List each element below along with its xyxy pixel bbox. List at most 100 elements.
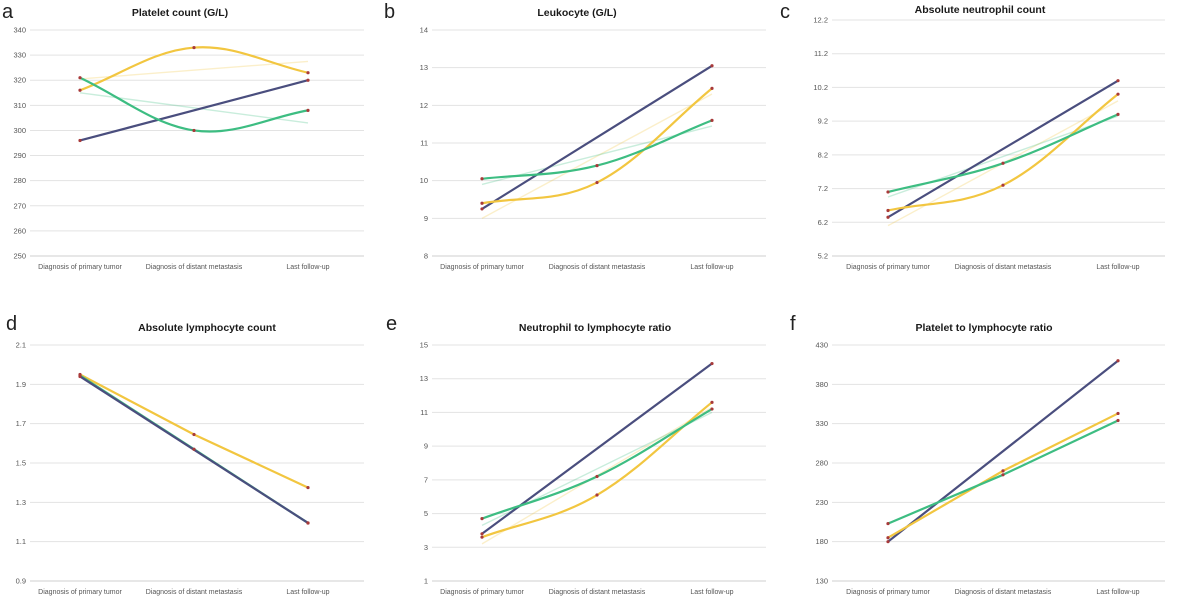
y-tick-label: 330 [13,51,26,60]
data-point-navy [306,78,310,82]
data-point-yellow [710,400,714,404]
chart-panel-c: c Absolute neutrophil count 5.2 6.2 7.2 8.2 9.… [780,1,1165,271]
y-tick-label: 14 [420,26,428,35]
y-tick-label: 8 [424,252,428,261]
series-line-green [480,407,714,520]
y-tick-label: 7 [424,475,428,484]
y-tick-label: 430 [815,341,828,350]
x-tick-label: Diagnosis of primary tumor [38,264,122,271]
x-tick-label: Diagnosis of distant metastasis [146,264,243,271]
series-line-navy [886,79,1120,219]
y-tick-label: 380 [815,380,828,389]
y-tick-label: 230 [815,498,828,507]
x-tick-label: Last follow-up [286,264,329,271]
y-tick-label: 250 [13,252,26,261]
x-tick-label: Diagnosis of distant metastasis [549,264,646,271]
chart-panel-e: e Neutrophil to lymphocyte ratio135791113… [386,313,766,596]
data-point-yellow [1001,469,1005,473]
y-tick-label: 280 [815,459,828,468]
x-tick-label: Diagnosis of distant metastasis [955,264,1052,271]
chart-title: Neutrophil to lymphocyte ratio [519,322,671,334]
data-point-yellow [480,535,484,539]
data-point-green [710,407,714,411]
x-tick-label: Diagnosis of distant metastasis [549,589,646,596]
data-point-yellow [78,88,82,92]
data-point-yellow [306,71,310,75]
chart-title: Leukocyte (G/L) [537,7,616,19]
series-line-green [78,76,310,133]
data-point-yellow [595,180,599,185]
y-tick-label: 1 [424,577,428,586]
data-point-yellow [1116,411,1120,416]
chart-title: Absolute lymphocyte count [138,322,276,334]
y-tick-label: 15 [420,341,428,350]
chart-title: Platelet to lymphocyte ratio [915,322,1052,334]
y-tick-label: 6.2 [818,218,828,227]
chart-title: Absolute neutrophil count [915,4,1046,16]
data-point-green [886,190,890,194]
y-tick-label: 280 [13,176,26,185]
series-line-navy [78,79,310,142]
panel-letter: e [386,313,397,335]
data-point-green [1001,473,1005,477]
data-point-green [710,118,714,122]
data-point-green [1116,418,1120,423]
chart-panel-f: f Platelet to lymphocyte ratio 130 180 230 28… [790,313,1165,596]
data-point-green [78,76,82,80]
x-tick-label: Diagnosis of distant metastasis [955,589,1052,596]
data-point-green [886,521,890,526]
x-tick-label: Last follow-up [286,589,329,596]
series-line-yellow [78,46,310,92]
data-point-navy [886,215,890,219]
data-point-navy [1116,79,1120,83]
x-tick-label: Diagnosis of primary tumor [440,264,524,271]
chart-panel-a: a Platelet count (G/L) 250 260 270 280 290 300 3… [2,1,364,271]
x-tick-label: Diagnosis of primary tumor [38,589,122,596]
data-point-yellow [886,536,890,540]
y-tick-label: 3 [424,543,428,552]
data-point-navy [78,374,82,379]
y-tick-label: 11.2 [814,49,828,58]
data-point-yellow [886,208,890,213]
trendline-yellow [481,93,713,219]
x-tick-label: Last follow-up [1096,264,1139,271]
series-line-green [886,113,1120,194]
data-point-green [306,108,310,112]
y-tick-label: 260 [13,226,26,235]
data-point-green [595,164,599,168]
y-tick-label: 9 [424,214,428,223]
data-point-green [192,447,196,451]
y-tick-label: 9 [424,442,428,451]
data-point-navy [886,540,890,544]
data-point-yellow [595,493,599,497]
data-point-yellow [1001,183,1005,187]
series-line-yellow [78,373,310,489]
y-tick-label: 10 [420,176,428,185]
series-line-navy [886,359,1120,543]
chart-title: Platelet count (G/L) [132,7,228,19]
data-point-green [1116,112,1120,116]
data-point-green [1001,161,1005,165]
x-tick-label: Diagnosis of primary tumor [846,264,930,271]
data-point-green [480,177,484,181]
data-point-navy [78,138,82,143]
y-tick-label: 1.3 [16,498,26,507]
y-tick-label: 5 [424,509,428,518]
trendline-yellow [79,60,309,80]
data-point-yellow [710,86,714,90]
chart-panel-d: d Absolute lymphocyte count 0.9 1.1 1.3 1.5 1.… [6,313,364,596]
data-point-navy [710,64,714,68]
x-tick-label: Last follow-up [690,589,733,596]
x-tick-label: Diagnosis of primary tumor [440,589,524,596]
y-tick-label: 270 [13,201,26,210]
data-point-green [480,517,484,521]
y-tick-label: 130 [815,577,828,586]
x-tick-label: Diagnosis of distant metastasis [146,589,243,596]
y-tick-label: 300 [13,126,26,135]
y-tick-label: 10.2 [813,83,828,92]
y-tick-label: 290 [13,151,26,160]
data-point-yellow [480,201,484,205]
y-tick-label: 13 [420,63,428,72]
y-tick-label: 8.2 [818,150,828,159]
data-point-navy [480,532,484,536]
